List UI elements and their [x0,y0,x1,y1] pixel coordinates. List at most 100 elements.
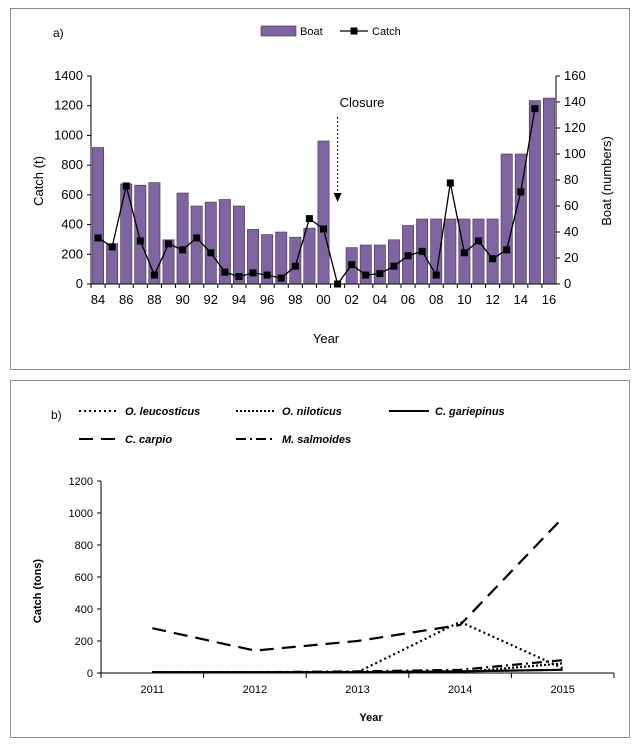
legend-label-b: C. gariepinus [435,406,505,418]
marker-catch [207,249,215,257]
x-tick-label-a: 06 [401,292,415,307]
x-tick-label-a: 16 [542,292,556,307]
x-tick-label-b: 2014 [448,684,472,696]
x-axis-title-a: Year [313,331,340,346]
y-tick-label-left-a: 400 [61,217,83,232]
y-tick-label-left-a: 1000 [54,127,83,142]
marker-catch [179,246,187,254]
bar-boat [190,205,203,285]
bar-boat [204,201,217,285]
x-tick-label-a: 86 [119,292,133,307]
marker-catch [446,179,454,187]
y-tick-label-b: 1200 [69,476,93,488]
bar-boat [92,147,104,285]
bar-boat [233,205,245,285]
y-tick-label-left-a: 1200 [54,98,83,113]
chart-a-svg: a) 0 200 400 60 08 00 1000 1200 1400 02 04 06 0 80 100… [31,25,614,346]
y-tick-label-left-a: 0 [76,276,83,291]
y-tick-label-right-a: 160 [564,68,586,83]
marker-catch [460,249,468,257]
y-tick-label-right-a: 80 [564,172,578,187]
bar-boat [388,239,400,285]
line-series [152,659,563,674]
y-tick-label-b: 800 [75,540,93,552]
y-tick-label-right-a: 140 [564,94,586,109]
x-tick-label-a: 04 [373,292,387,307]
bar-boat [134,184,147,285]
bar-boat [444,218,457,285]
bar-boat [500,153,513,285]
x-tick-label-b: 2011 [140,684,164,696]
x-tick-label-a: 02 [344,292,358,307]
x-tick-label-a: 88 [147,292,161,307]
x-tick-label-a: 98 [288,292,302,307]
marker-catch [390,262,398,270]
annotation-closure: Closure [340,95,385,110]
bar-boat [373,244,386,285]
x-tick-label-a: 92 [204,292,218,307]
marker-catch [517,188,525,196]
bar-boat [543,97,555,285]
y-tick-label-left-a: 200 [61,246,83,261]
panel-label-b: b) [51,408,62,422]
marker-catch [193,234,201,242]
y-tick-label-right-a: 20 [564,250,578,265]
marker-catch [305,215,313,223]
line-series [152,620,564,674]
bar-boat [303,227,316,285]
y-axis-title-b: Catch (tons) [32,559,44,624]
x-tick-label-a: 96 [260,292,274,307]
marker-catch [320,225,327,233]
x-tick-label-b: 2013 [345,684,369,696]
y-tick-label-b: 200 [75,636,93,648]
y-tick-label-right-a: 100 [564,146,586,161]
legend-label-b: O. niloticus [282,406,342,418]
marker-catch [503,246,511,254]
x-tick-label-a: 08 [429,292,443,307]
y-axis-right-title-a: Boat (numbers) [599,136,614,226]
y-tick-label-right-a: 60 [564,198,578,213]
bar-boat [176,192,189,285]
legend-marker-catch [350,27,358,35]
marker-catch [432,271,440,279]
chart-b-svg: b) O. leucosticus O. niloticus C. gariepin… [32,406,615,724]
marker-catch [122,182,130,190]
marker-catch [348,261,356,269]
chart-panel-a: a) 0 200 400 60 0 8 00 1000 1200 1400 0 2 0 4 0 6 0 80 100… [10,8,630,370]
bar-boat [148,182,161,285]
marker-catch [291,262,299,270]
marker-catch [362,271,370,279]
marker-catch [150,271,158,279]
chart-panel-b: b) O. leucosticus O. niloticus C. gariepin… [10,380,630,738]
bar-boat [472,218,485,285]
x-tick-label-a: 10 [457,292,471,307]
y-tick-label-b: 1000 [69,508,93,520]
legend-label-catch: Catch [372,26,401,38]
x-tick-label-a: 90 [175,292,189,307]
marker-catch [475,237,482,245]
marker-catch [263,271,271,279]
marker-catch [489,255,497,263]
legend-label-b: M. salmoides [282,434,351,446]
y-tick-label-right-a: 0 [564,276,571,291]
legend-label-boat: Boat [300,26,323,38]
y-tick-label-left-a: 1400 [54,68,83,83]
marker-catch [277,274,285,282]
marker-catch [235,273,243,281]
x-tick-label-a: 14 [514,292,528,307]
panel-label-a: a) [53,26,64,40]
bar-boat [486,218,499,285]
y-tick-label-right-a: 40 [564,224,578,239]
y-tick-label-left-a: 600 [61,187,83,202]
y-tick-label-b: 0 [87,668,93,680]
y-tick-label-right-a: 120 [564,120,586,135]
annotation-arrow-head [333,193,342,202]
y-axis-left-title-a: Catch (t) [31,156,46,206]
x-tick-label-a: 00 [316,292,330,307]
marker-catch [531,105,539,113]
legend-label-b: C. carpio [125,434,172,446]
legend-swatch-boat [260,25,297,37]
legend-label-b: O. leucosticus [125,406,200,418]
marker-catch [249,269,257,277]
x-axis-title-b: Year [359,712,383,724]
